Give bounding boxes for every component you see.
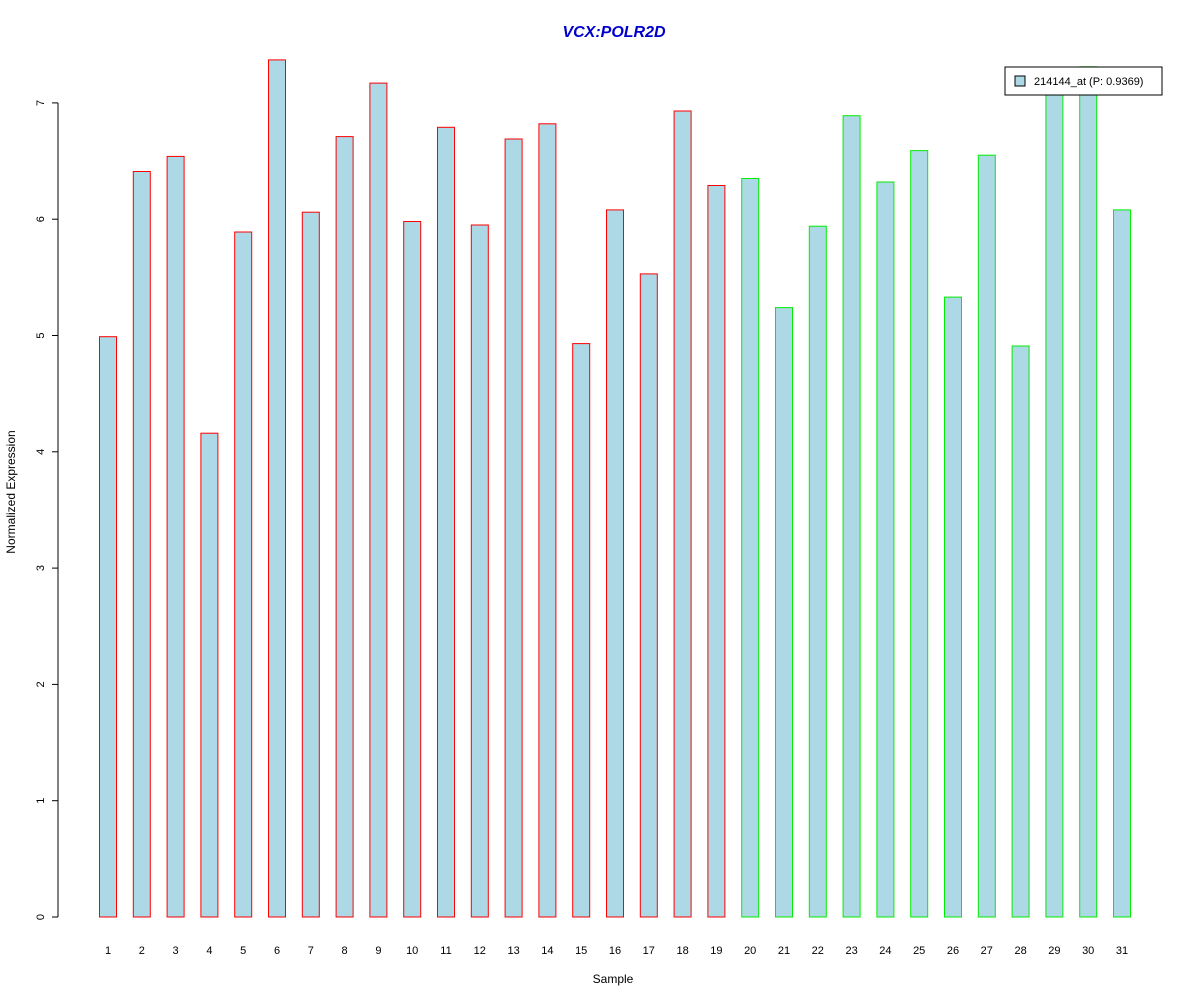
bars	[99, 59, 1131, 918]
bar	[944, 296, 962, 918]
x-tick-label: 4	[206, 945, 212, 957]
x-tick-label: 13	[507, 945, 519, 957]
bar	[808, 225, 827, 918]
bar	[842, 115, 861, 918]
bar	[707, 185, 726, 918]
x-tick-label: 25	[913, 945, 925, 957]
x-tick-label: 14	[541, 945, 553, 957]
bar	[606, 209, 624, 918]
bar	[1045, 74, 1064, 918]
legend-box	[1004, 66, 1163, 96]
bar	[200, 432, 219, 918]
bar	[977, 154, 996, 918]
bar	[403, 221, 422, 918]
y-tick-label: 1	[35, 798, 47, 804]
bar	[572, 343, 591, 918]
x-tick-label: 26	[947, 945, 959, 957]
x-tick-label: 29	[1048, 945, 1060, 957]
bar	[538, 123, 557, 918]
y-tick-label: 6	[35, 216, 47, 222]
bar	[673, 110, 692, 918]
x-tick-label: 12	[474, 945, 486, 957]
x-tick-label: 15	[575, 945, 587, 957]
x-tick-label: 6	[274, 945, 280, 957]
x-tick-label: 24	[879, 945, 891, 957]
bar	[99, 336, 117, 918]
bar	[876, 181, 895, 918]
x-tick-label: 20	[744, 945, 756, 957]
x-axis-title: Sample	[593, 972, 634, 986]
x-tick-label: 17	[643, 945, 655, 957]
x-tick-label: 16	[609, 945, 621, 957]
bar	[234, 231, 253, 918]
x-tick-label: 10	[406, 945, 418, 957]
y-tick-label: 4	[35, 449, 47, 455]
bar	[741, 178, 760, 918]
x-tick-label: 5	[240, 945, 246, 957]
bar	[910, 150, 929, 918]
bar	[301, 211, 320, 918]
bar	[1079, 66, 1098, 918]
x-tick-label: 30	[1082, 945, 1094, 957]
x-axis-tick-labels: 1 2 3 4 5 6 7 8 9 10 11 12 13 14 15 16 17 18 19 20 21 22 23 24 2…	[105, 945, 1128, 957]
x-tick-label: 1	[105, 945, 111, 957]
y-tick-label: 0	[35, 914, 47, 920]
x-tick-label: 9	[375, 945, 381, 957]
y-axis: 0 1 2 3 4 5 6 7	[35, 100, 59, 920]
bar	[369, 82, 388, 918]
y-tick-label: 3	[35, 565, 47, 571]
y-tick-label: 5	[35, 332, 47, 338]
x-tick-label: 21	[778, 945, 790, 957]
x-tick-label: 11	[440, 945, 451, 957]
legend: 214144_at (P: 0.9369)	[1004, 66, 1163, 96]
y-axis-title: Normalized Expression	[4, 430, 18, 553]
y-tick-label: 2	[35, 681, 47, 687]
bar	[132, 171, 151, 918]
x-tick-label: 27	[981, 945, 993, 957]
x-tick-label: 19	[710, 945, 722, 957]
x-tick-label: 31	[1116, 945, 1128, 957]
bar	[775, 307, 793, 918]
bar	[335, 136, 354, 918]
x-tick-label: 23	[845, 945, 857, 957]
bar	[470, 224, 489, 918]
bar	[437, 126, 455, 918]
bar	[1011, 345, 1030, 918]
x-tick-label: 22	[812, 945, 824, 957]
legend-label: 214144_at (P: 0.9369)	[1034, 76, 1143, 88]
x-tick-label: 7	[308, 945, 314, 957]
bar	[166, 155, 185, 918]
legend-swatch	[1014, 75, 1026, 87]
x-tick-label: 28	[1014, 945, 1026, 957]
x-tick-label: 8	[342, 945, 348, 957]
y-tick-label: 7	[35, 100, 47, 106]
bar	[504, 138, 523, 918]
x-tick-label: 18	[676, 945, 688, 957]
x-tick-label: 3	[173, 945, 179, 957]
bar	[1113, 209, 1131, 918]
bar	[639, 273, 658, 918]
x-tick-label: 2	[139, 945, 145, 957]
bar	[268, 59, 286, 918]
chart-title: VCX:POLR2D	[562, 24, 666, 41]
